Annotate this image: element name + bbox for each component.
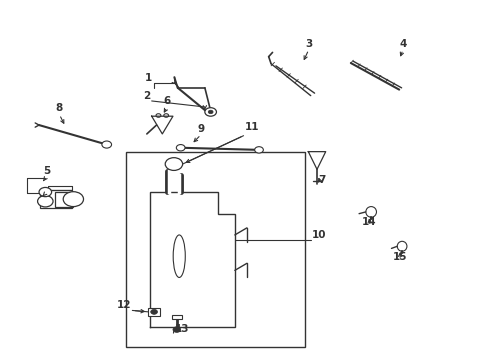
Polygon shape: [308, 152, 325, 169]
Text: 5: 5: [43, 166, 51, 176]
Text: 4: 4: [399, 39, 406, 49]
Text: 10: 10: [311, 230, 326, 240]
Text: 15: 15: [392, 252, 407, 261]
Text: 12: 12: [117, 301, 131, 310]
Circle shape: [176, 145, 184, 151]
Circle shape: [165, 158, 182, 170]
Polygon shape: [150, 192, 234, 327]
Text: 9: 9: [197, 124, 204, 134]
Circle shape: [39, 188, 52, 197]
Text: 2: 2: [142, 91, 150, 101]
Bar: [126, 152, 305, 347]
Ellipse shape: [396, 241, 406, 251]
Text: 1: 1: [144, 73, 151, 83]
Bar: [172, 315, 181, 319]
Circle shape: [208, 110, 213, 114]
Text: 6: 6: [163, 96, 170, 106]
Text: 13: 13: [174, 324, 188, 334]
Text: 11: 11: [244, 122, 259, 132]
Circle shape: [63, 192, 83, 207]
Text: 7: 7: [318, 175, 325, 185]
Circle shape: [38, 195, 53, 207]
Text: 14: 14: [361, 217, 376, 227]
Bar: [55, 192, 73, 207]
Circle shape: [204, 108, 216, 116]
Circle shape: [254, 147, 263, 153]
Text: 8: 8: [56, 103, 63, 113]
Circle shape: [150, 309, 157, 314]
Ellipse shape: [365, 207, 376, 217]
Text: 3: 3: [305, 39, 312, 49]
Bar: [41, 190, 72, 208]
Circle shape: [102, 141, 111, 148]
Bar: [148, 307, 160, 316]
Circle shape: [173, 327, 180, 332]
Bar: [41, 190, 72, 208]
Polygon shape: [151, 116, 173, 134]
